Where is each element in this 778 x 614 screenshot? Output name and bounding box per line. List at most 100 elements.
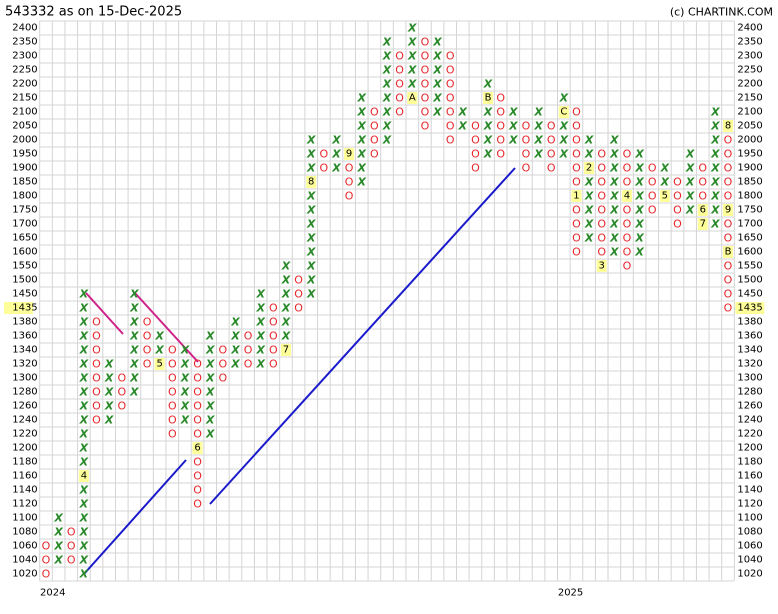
o-box: O bbox=[572, 106, 581, 119]
month-marker: 1 bbox=[573, 191, 579, 202]
x-box: X bbox=[357, 92, 367, 105]
x-box: X bbox=[407, 50, 417, 63]
chart-title: 543332 as on 15-Dec-2025 bbox=[5, 5, 182, 20]
y-tick-label-right: 2050 bbox=[737, 121, 762, 132]
x-box: X bbox=[205, 428, 215, 441]
o-box: O bbox=[320, 162, 329, 175]
x-box: X bbox=[306, 288, 316, 301]
month-marker-bg bbox=[697, 218, 708, 230]
o-box: O bbox=[345, 162, 354, 175]
o-box: O bbox=[623, 204, 632, 217]
y-tick-label-right: 2200 bbox=[737, 79, 762, 90]
o-box: O bbox=[724, 232, 733, 245]
y-tick-label-right: 2350 bbox=[737, 37, 762, 48]
x-box: X bbox=[129, 386, 139, 399]
o-box: O bbox=[572, 134, 581, 147]
o-box: O bbox=[724, 218, 733, 231]
o-box: O bbox=[724, 176, 733, 189]
y-tick-label-right: 1040 bbox=[737, 555, 762, 566]
o-box: O bbox=[623, 232, 632, 245]
o-box: O bbox=[92, 358, 101, 371]
x-box: X bbox=[382, 92, 392, 105]
x-box: X bbox=[230, 316, 240, 329]
x-box: X bbox=[306, 232, 316, 245]
x-box: X bbox=[129, 330, 139, 343]
y-tick-label: 2200 bbox=[12, 79, 37, 90]
o-box: O bbox=[143, 330, 152, 343]
x-box: X bbox=[483, 78, 493, 91]
x-box: X bbox=[331, 134, 341, 147]
o-box: O bbox=[244, 344, 253, 357]
x-box: X bbox=[584, 218, 594, 231]
trendline bbox=[85, 292, 124, 335]
o-box: O bbox=[471, 134, 480, 147]
o-box: O bbox=[269, 316, 278, 329]
o-box: O bbox=[648, 204, 657, 217]
x-box: X bbox=[533, 120, 543, 133]
o-box: O bbox=[117, 386, 126, 399]
y-tick-label: 1800 bbox=[12, 191, 37, 202]
x-box: X bbox=[710, 204, 720, 217]
x-box: X bbox=[382, 36, 392, 49]
x-box: X bbox=[609, 190, 619, 203]
y-tick-label: 2150 bbox=[12, 93, 37, 104]
x-box: X bbox=[559, 120, 569, 133]
y-tick-label-right: 2150 bbox=[737, 93, 762, 104]
x-box: X bbox=[281, 260, 291, 273]
month-marker-bg bbox=[280, 344, 291, 356]
o-box: O bbox=[522, 148, 531, 161]
y-tick-label-right: 1100 bbox=[737, 513, 762, 524]
y-tick-label: 2050 bbox=[12, 121, 37, 132]
x-box: X bbox=[559, 92, 569, 105]
y-tick-label: 1160 bbox=[12, 471, 37, 482]
o-box: O bbox=[623, 162, 632, 175]
o-box: O bbox=[168, 344, 177, 357]
o-box: O bbox=[522, 162, 531, 175]
y-tick-label-right: 1360 bbox=[737, 331, 762, 342]
month-marker: 5 bbox=[662, 191, 668, 202]
x-box: X bbox=[129, 302, 139, 315]
y-tick-label: 2300 bbox=[12, 51, 37, 62]
x-box: X bbox=[685, 162, 695, 175]
month-marker-bg bbox=[584, 162, 595, 174]
x-box: X bbox=[205, 330, 215, 343]
x-box: X bbox=[357, 134, 367, 147]
o-box: O bbox=[623, 260, 632, 273]
y-tick-label: 1900 bbox=[12, 163, 37, 174]
o-box: O bbox=[345, 176, 354, 189]
y-tick-label-right: 2400 bbox=[737, 23, 762, 34]
o-box: O bbox=[143, 316, 152, 329]
o-box: O bbox=[597, 218, 606, 231]
month-marker-bg bbox=[621, 190, 632, 202]
y-tick-label: 1550 bbox=[12, 261, 37, 272]
x-box: X bbox=[710, 176, 720, 189]
o-box: O bbox=[67, 554, 76, 567]
y-tick-label: 1120 bbox=[12, 499, 37, 510]
y-tick-label: 1080 bbox=[12, 527, 37, 538]
x-box: X bbox=[79, 302, 89, 315]
credit: (c) CHARTINK.COM bbox=[670, 6, 773, 19]
x-box: X bbox=[584, 204, 594, 217]
x-box: X bbox=[634, 246, 644, 259]
o-box: O bbox=[244, 358, 253, 371]
o-box: O bbox=[446, 64, 455, 77]
trendlines bbox=[83, 167, 516, 575]
x-box: X bbox=[79, 568, 89, 581]
y-tick-label-right: 1950 bbox=[737, 149, 762, 160]
x-box: X bbox=[79, 540, 89, 553]
y-tick-label-right: 1650 bbox=[737, 233, 762, 244]
x-box: X bbox=[104, 386, 114, 399]
o-box: O bbox=[572, 120, 581, 133]
x-box: X bbox=[634, 162, 644, 175]
y-tick-label-right: 1600 bbox=[737, 247, 762, 258]
month-marker-bg bbox=[659, 190, 670, 202]
o-box: O bbox=[193, 456, 202, 469]
o-box: O bbox=[168, 400, 177, 413]
y-tick-label: 1700 bbox=[12, 219, 37, 230]
x-box: X bbox=[79, 414, 89, 427]
month-marker: 4 bbox=[624, 191, 630, 202]
x-box: X bbox=[357, 148, 367, 161]
o-box: O bbox=[42, 540, 51, 553]
x-box: X bbox=[508, 106, 518, 119]
